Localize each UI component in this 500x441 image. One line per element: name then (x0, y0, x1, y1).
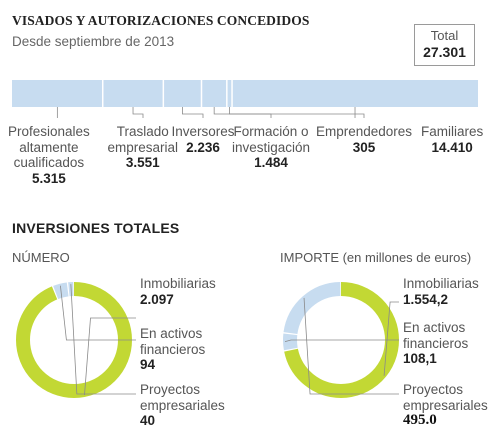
category-name: Profesionales altamente cualificados (8, 124, 90, 170)
category-value: 5.315 (32, 170, 66, 186)
chart-subtitle: Desde septiembre de 2013 (12, 34, 175, 49)
donut-label-en-activos-financieros: En activos financieros 94 (140, 326, 205, 373)
leader-line-inversores (182, 107, 204, 118)
category-value: 3.551 (125, 155, 160, 170)
subtitle-numero: NÚMERO (12, 250, 70, 265)
slice-name: En activos financieros (140, 326, 206, 357)
category-name: Familiares (421, 124, 484, 139)
chart-title: VISADOS Y AUTORIZACIONES CONCEDIDOS (12, 13, 310, 28)
slice-value: 495.0 (403, 412, 437, 428)
donut-chart-importe (283, 282, 399, 398)
slice-name: Inmobiliarias (140, 276, 216, 291)
slice-value: 40 (140, 413, 156, 428)
category-name: Inversores (171, 124, 235, 139)
category-value: 14.410 (431, 139, 473, 155)
donut-leader-en-activos-financieros (60, 285, 136, 341)
slice-value: 108,1 (403, 351, 437, 366)
slice-name: Proyectos empresariales (403, 382, 488, 413)
category-value: 2.236 (186, 139, 220, 155)
total-value: 27.301 (423, 44, 466, 60)
total-box: Total 27.301 (414, 24, 475, 66)
donut-label-proyectos-empresariales: Proyectos empresariales 40 (140, 382, 225, 429)
category-name: Formación o investigación (232, 124, 311, 155)
category-value: 1.484 (254, 155, 288, 170)
donut-label-proyectos-empresariales: Proyectos empresariales 495.0 (403, 382, 488, 429)
category-label-profesionales-altamente-cualificados: Profesionales altamente cualificados 5.31… (8, 124, 90, 186)
donut-label-en-activos-financieros: En activos financieros 108,1 (403, 320, 468, 367)
donut-leader-inmobiliarias (383, 301, 399, 376)
stacked-bar-chart (12, 80, 478, 118)
category-label-emprendedores: Emprendedores 305 (316, 124, 412, 155)
donut-leader-proyectos-empresariales (303, 297, 399, 395)
bar-segment-inversores (163, 80, 202, 107)
slice-name: En activos financieros (403, 320, 469, 351)
category-label-formacion-o-investigacion: Formación o investigación 1.484 (232, 124, 310, 171)
bar-segment-emprendedores (226, 80, 233, 107)
category-label-traslado-empresarial: Traslado empresarial 3.551 (108, 124, 179, 171)
bar-segment-formacion-o-investigacion (201, 80, 227, 107)
category-label-inversores: Inversores 2.236 (172, 124, 235, 155)
slice-name: Proyectos empresariales (140, 382, 225, 413)
bar-segment-profesionales-altamente-cualificados (12, 80, 103, 107)
subtitle-importe: IMPORTE (en millones de euros) (280, 250, 472, 265)
slice-value: 2.097 (140, 291, 174, 307)
category-name: Traslado empresarial (107, 124, 179, 155)
category-label-familiares: Familiares 14.410 (421, 124, 483, 155)
donut-leader-en-activos-financieros (284, 339, 399, 342)
bar-segment-familiares (232, 80, 478, 107)
section-title-inversiones: INVERSIONES TOTALES (12, 220, 180, 236)
category-value: 305 (352, 139, 376, 155)
slice-value: 1.554,2 (403, 291, 449, 307)
leader-line-formacion-o-investigacion (213, 107, 272, 118)
slice-name: Inmobiliarias (403, 276, 479, 291)
total-label: Total (430, 28, 459, 43)
donut-label-inmobiliarias: Inmobiliarias 1.554,2 (403, 276, 479, 307)
bar-segment-traslado-empresarial (102, 80, 164, 107)
slice-value: 94 (140, 357, 156, 372)
leader-line-emprendedores (229, 107, 365, 118)
leader-line-traslado-empresarial (132, 107, 144, 118)
donut-label-inmobiliarias: Inmobiliarias 2.097 (140, 276, 216, 307)
donut-leader-proyectos-empresariales (70, 284, 136, 395)
category-name: Emprendedores (316, 124, 413, 139)
donut-leader-inmobiliarias (84, 317, 136, 396)
donut-chart-numero (16, 282, 136, 398)
